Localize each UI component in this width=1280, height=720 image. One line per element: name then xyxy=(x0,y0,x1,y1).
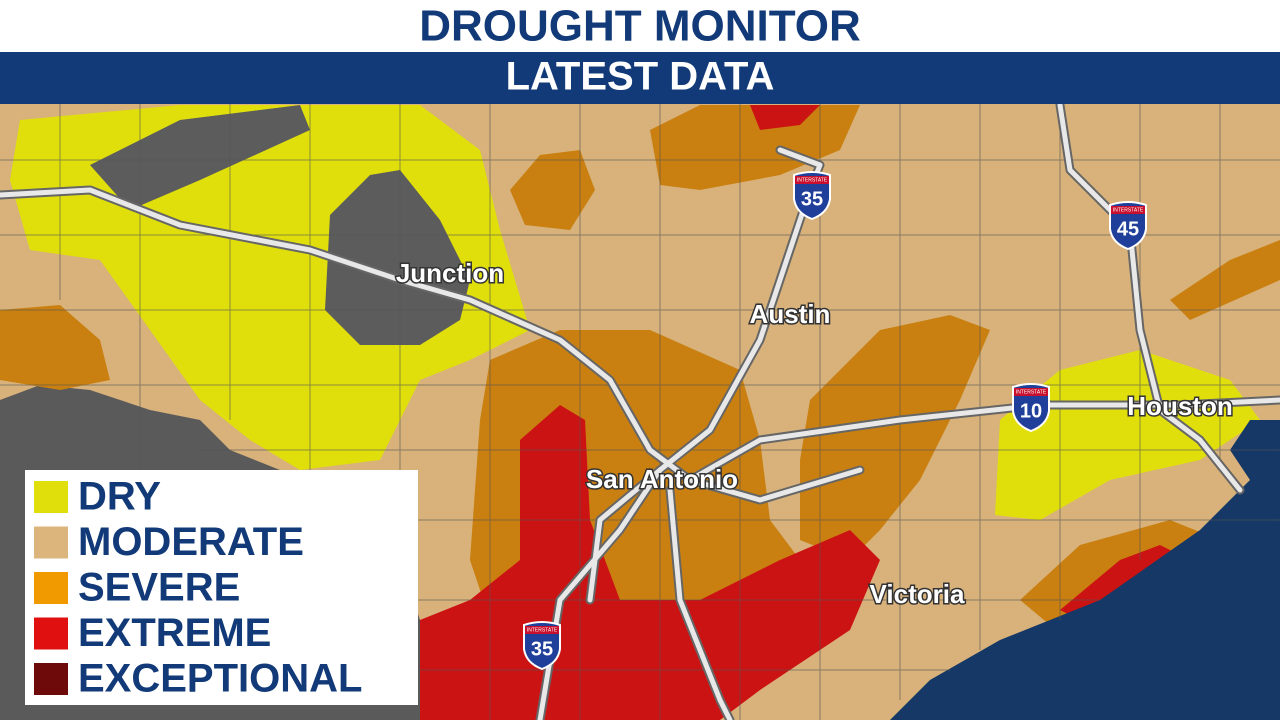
interstate-shield: INTERSTATE 35 xyxy=(793,171,831,221)
legend-label: MODERATE xyxy=(78,520,304,564)
interstate-shield: INTERSTATE 45 xyxy=(1109,201,1147,251)
legend-label: SEVERE xyxy=(78,566,240,610)
shield-banner-text: INTERSTATE xyxy=(1016,389,1047,395)
shield-banner xyxy=(1014,388,1048,396)
legend-label: DRY xyxy=(78,475,161,519)
title: DROUGHT MONITOR xyxy=(419,2,861,51)
shield-banner xyxy=(1111,206,1145,214)
shield-number: 35 xyxy=(801,188,823,210)
interstate-shield: INTERSTATE 10 xyxy=(1012,383,1050,433)
legend-box xyxy=(25,470,418,705)
legend-label: EXCEPTIONAL xyxy=(78,657,362,701)
labels: Junction Austin San Antonio Houston Victoria xyxy=(394,256,1234,610)
legend-swatch xyxy=(34,617,68,650)
subtitle: LATEST DATA xyxy=(506,55,775,99)
shield-number: 35 xyxy=(531,638,553,660)
city-label: Houston xyxy=(1127,391,1232,421)
city-label: Victoria xyxy=(870,579,965,609)
map xyxy=(0,100,1280,720)
shield-banner-text: INTERSTATE xyxy=(797,177,828,183)
city-label: San Antonio xyxy=(586,464,738,494)
shield-banner xyxy=(525,626,559,634)
subtitle-band xyxy=(0,52,1280,104)
legend-swatch xyxy=(34,481,68,513)
legend-swatch xyxy=(34,526,68,559)
city-label: Austin xyxy=(750,299,831,329)
title-band xyxy=(0,0,1280,52)
shield-banner-text: INTERSTATE xyxy=(527,627,558,633)
shield-number: 45 xyxy=(1117,218,1139,240)
shield-number: 10 xyxy=(1020,400,1042,422)
shield-banner-text: INTERSTATE xyxy=(1113,207,1144,213)
interstate-shield: INTERSTATE 35 xyxy=(523,621,561,671)
legend-swatch xyxy=(34,572,68,604)
city-label: Junction xyxy=(396,258,504,288)
legend-label: EXTREME xyxy=(78,611,271,655)
legend-swatch xyxy=(34,663,68,695)
shield-banner xyxy=(795,176,829,184)
shields: INTERSTATE35INTERSTATE45INTERSTATE10INTE… xyxy=(523,171,1147,671)
